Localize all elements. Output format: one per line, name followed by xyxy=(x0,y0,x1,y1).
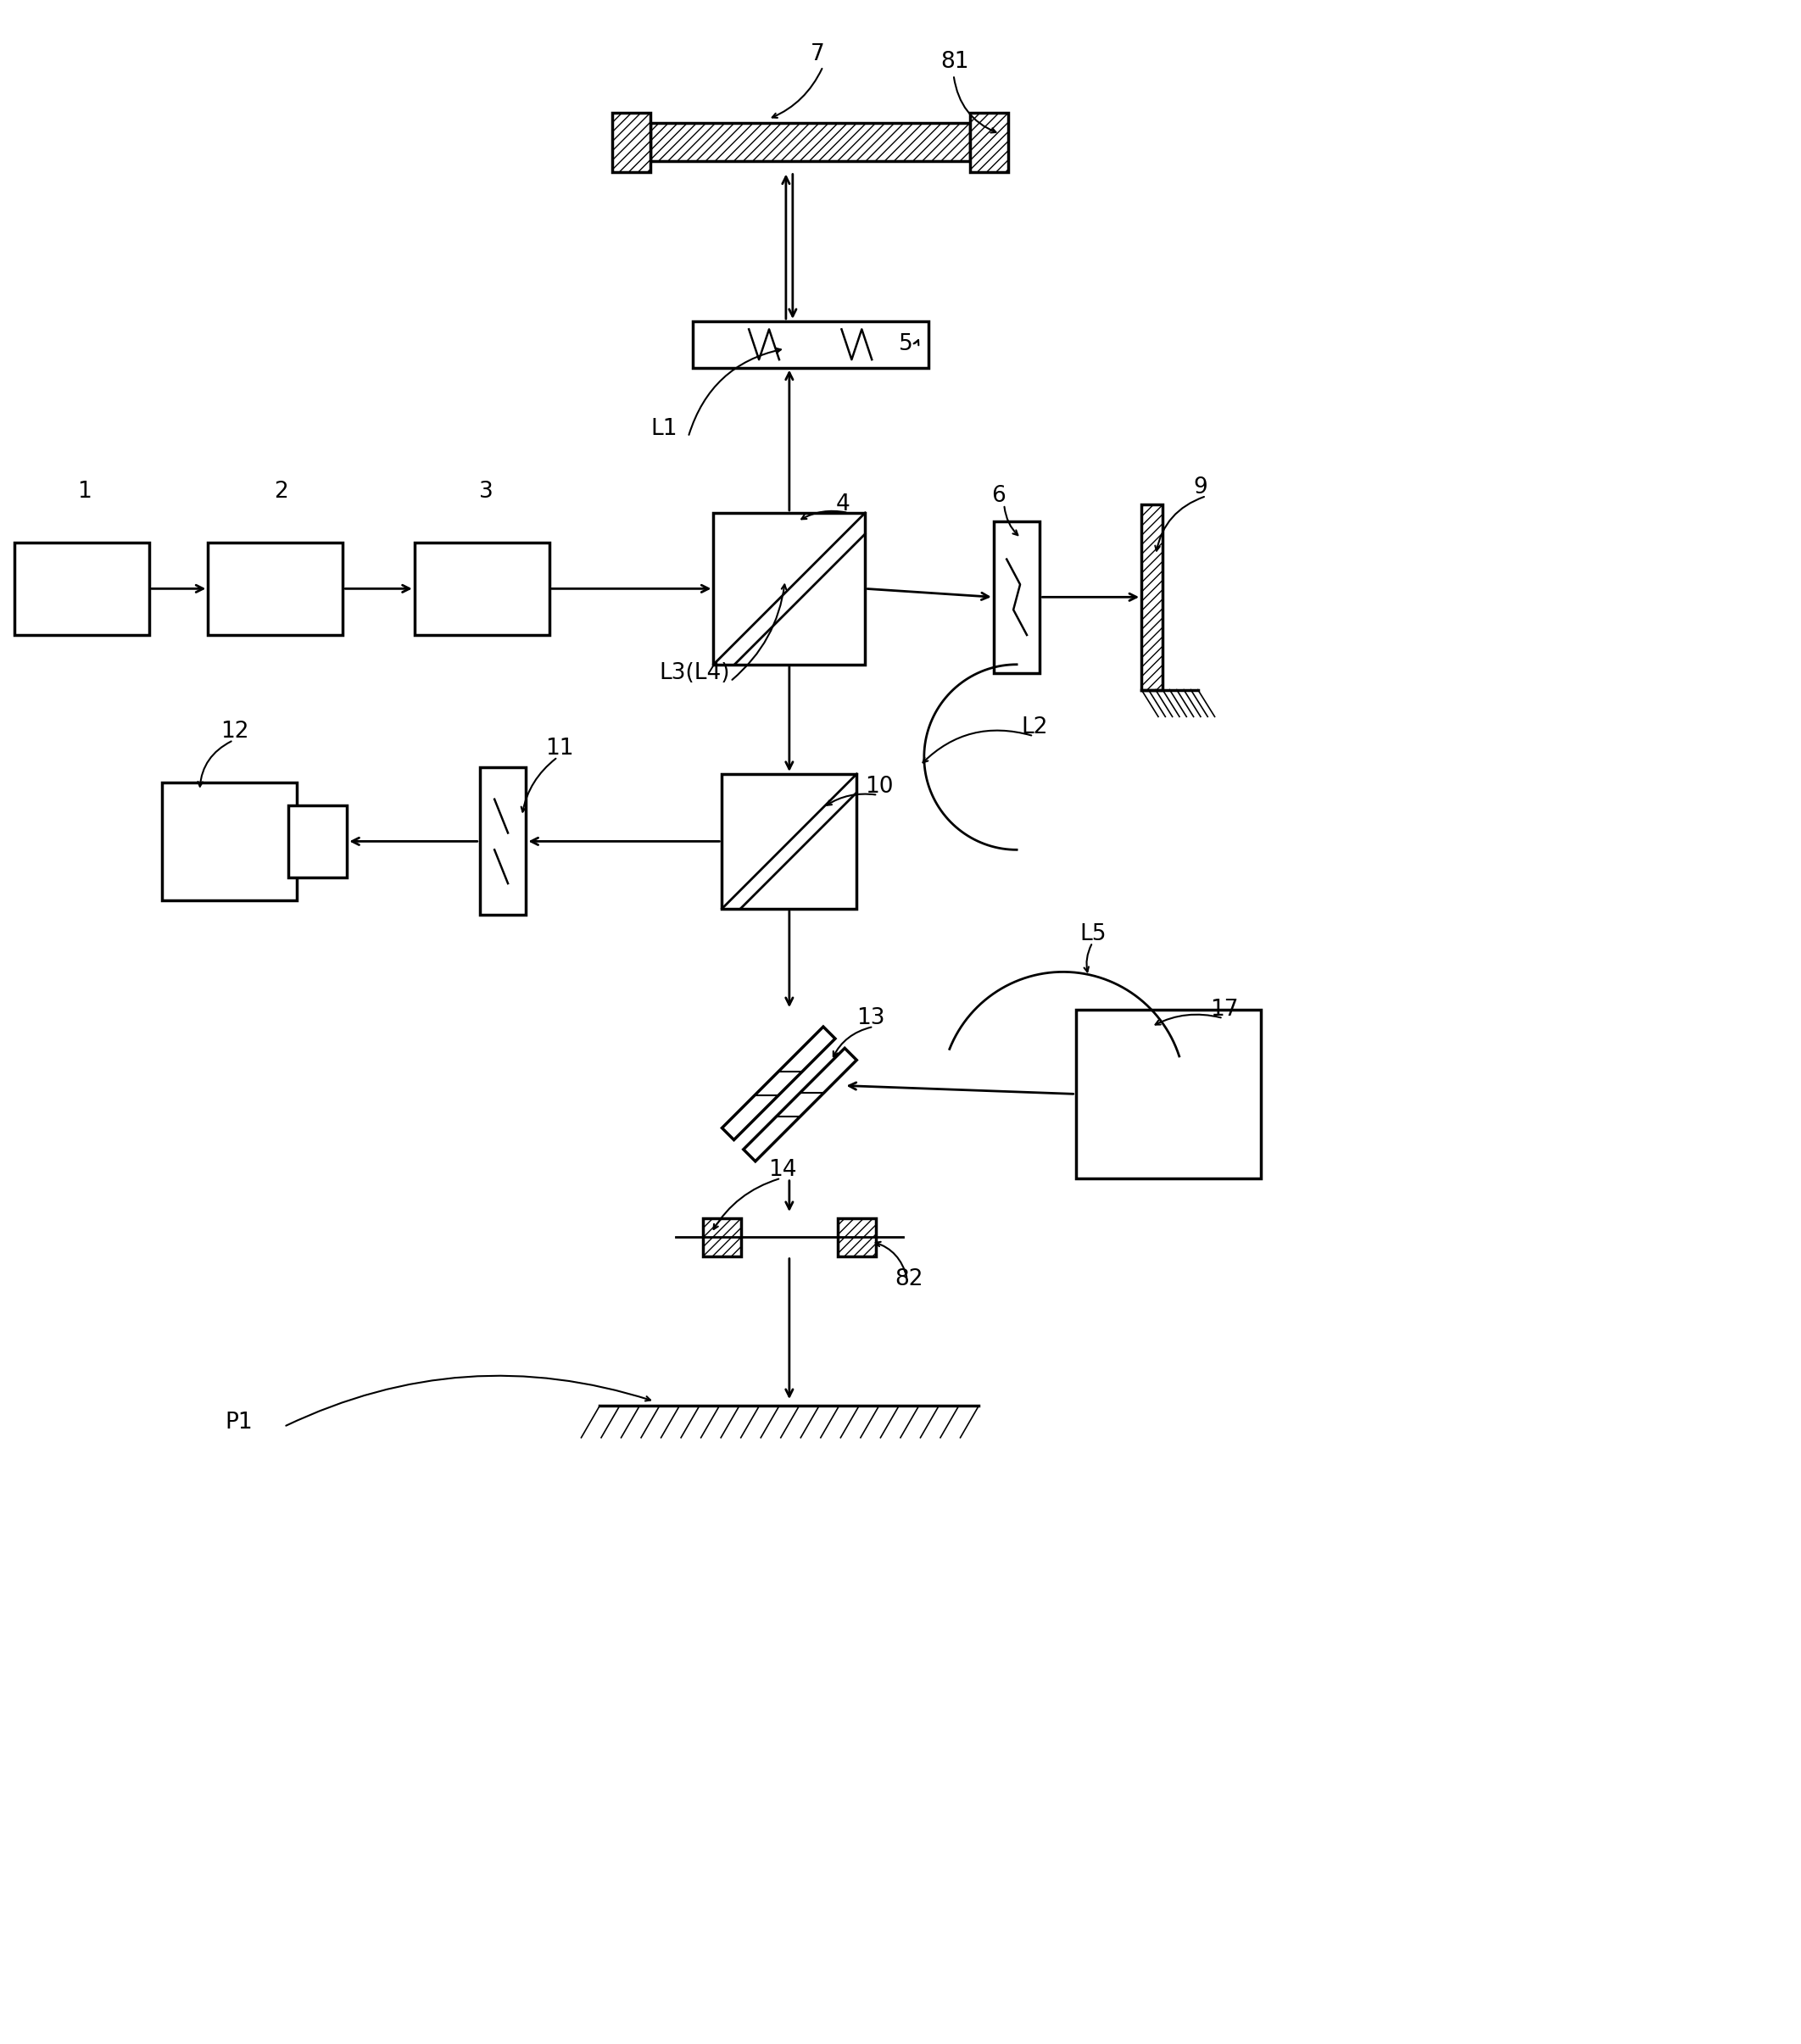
Bar xyxy=(14,542,149,636)
Text: L2: L2 xyxy=(1021,717,1048,738)
Bar xyxy=(612,112,650,172)
Text: 9: 9 xyxy=(1194,476,1208,499)
Bar xyxy=(971,112,1009,172)
Text: 7: 7 xyxy=(810,43,825,65)
Bar xyxy=(1075,1010,1261,1177)
Text: 1: 1 xyxy=(77,480,92,503)
Bar xyxy=(837,1218,875,1257)
Text: P1: P1 xyxy=(225,1412,252,1433)
Bar xyxy=(722,775,857,910)
Text: 11: 11 xyxy=(546,738,573,760)
Text: L1: L1 xyxy=(650,417,677,439)
Bar xyxy=(479,769,526,916)
Text: 5: 5 xyxy=(899,333,913,356)
Text: L5: L5 xyxy=(1081,924,1106,944)
Bar xyxy=(162,783,297,899)
Bar xyxy=(209,542,342,636)
Polygon shape xyxy=(722,1026,836,1141)
Bar xyxy=(1142,505,1162,689)
Bar xyxy=(971,112,1009,172)
Text: L3(L4): L3(L4) xyxy=(659,662,729,685)
Text: 3: 3 xyxy=(479,480,493,503)
Bar xyxy=(713,513,864,664)
Bar xyxy=(650,123,971,161)
Bar xyxy=(994,521,1039,672)
Text: 4: 4 xyxy=(836,493,850,515)
Bar xyxy=(702,1218,740,1257)
Text: 12: 12 xyxy=(222,722,249,742)
Text: 10: 10 xyxy=(864,775,893,797)
Bar xyxy=(288,805,348,877)
Text: 2: 2 xyxy=(274,480,288,503)
Bar xyxy=(414,542,549,636)
Bar xyxy=(612,112,650,172)
Text: 6: 6 xyxy=(992,484,1005,507)
Text: 14: 14 xyxy=(769,1159,796,1181)
Text: 81: 81 xyxy=(940,51,969,74)
Bar xyxy=(692,321,928,368)
Bar xyxy=(650,123,971,161)
Text: 17: 17 xyxy=(1210,1000,1239,1020)
Text: 82: 82 xyxy=(895,1267,922,1290)
Bar xyxy=(837,1218,875,1257)
Polygon shape xyxy=(744,1049,857,1161)
Bar xyxy=(702,1218,740,1257)
Text: 13: 13 xyxy=(857,1008,884,1030)
Bar xyxy=(1142,505,1162,689)
